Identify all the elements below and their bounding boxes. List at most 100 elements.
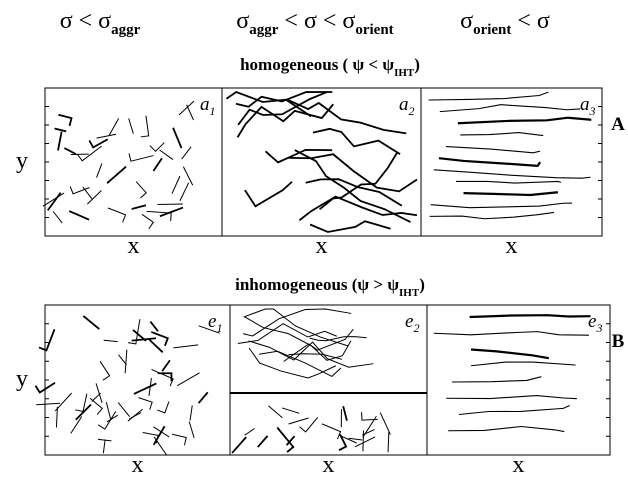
fiber [142,214,153,228]
fiber [446,147,540,153]
panel-letter: e [588,311,596,332]
fiber [306,179,402,206]
fiber [136,182,146,199]
subscript: orient [473,22,511,38]
fiber [149,340,162,353]
fiber [440,105,580,112]
fiber [153,158,162,171]
text: ) [414,55,420,74]
fiber [289,418,309,424]
condition: σorient < σ [460,8,550,38]
fiber [39,329,55,350]
x-axis-label: x [128,233,140,259]
figure: σ < σaggrσaggr < σ < σorientσorient < σh… [0,0,628,484]
fiber [430,212,554,218]
fiber [150,143,164,152]
text: homogeneous ( ψ < ψ [240,55,394,74]
fiber [118,355,126,365]
fiber [76,404,91,419]
fiber [172,176,180,194]
fiber [182,147,191,159]
fiber [36,403,60,404]
fiber [458,118,591,124]
fiber [58,115,71,126]
panel-letter: a [399,94,409,115]
frame [45,88,602,236]
panel-index: 2 [409,104,415,118]
text: inhomogeneous (ψ > ψ [235,275,399,294]
fiber [75,394,87,412]
fiber [109,118,118,135]
panel-letter: a [200,94,210,115]
fiber [348,438,362,440]
subscript: orient [355,22,393,38]
text: σ [460,8,473,34]
fiber [199,392,208,403]
panel-index: 1 [210,104,216,118]
fiber [189,422,194,438]
text: < σ < σ [278,8,355,34]
fiber [320,153,397,209]
fiber [55,129,67,132]
fiber [183,167,192,185]
panel-index: 2 [413,321,419,335]
fiber [64,148,76,154]
fiber [471,362,575,366]
fiber [162,360,170,371]
fiber [107,167,126,184]
fiber [288,100,406,133]
fiber [77,146,101,161]
panel-label: a1 [200,94,216,118]
fiber [157,204,182,205]
fiber [100,361,110,380]
x-axis-label: x [316,233,328,259]
panel-index: 3 [589,104,596,118]
fiber [125,350,127,374]
fiber [258,436,268,447]
fiber [180,183,189,201]
fiber [134,383,156,394]
text: σ [236,8,249,34]
fiber [129,413,141,419]
fiber [249,348,336,378]
fiber [104,340,118,341]
fiber [157,401,169,412]
y-axis-label: y [16,148,28,174]
fiber [53,211,62,223]
row-title: homogeneous ( ψ < ψIHT) [240,55,420,79]
fiber [129,118,134,133]
fiber [70,186,89,193]
panel-label: e3 [588,311,602,335]
fiber [97,134,116,138]
fiber [439,158,540,166]
subscript: IHT [399,287,420,299]
fiber [456,181,561,183]
fiber [138,398,152,410]
fiber [83,316,99,329]
fiber [310,337,367,341]
fiber [173,345,198,348]
fiber [388,432,389,452]
fiber [282,408,299,413]
fiber [243,309,351,336]
fiber [446,396,577,399]
condition: σaggr < σ < σorient [236,8,393,38]
fiber [58,132,62,151]
fiber [132,205,146,209]
fiber [355,437,375,447]
fiber [238,104,334,137]
fiber [108,208,126,222]
x-axis-label: x [506,233,518,259]
fiber [322,424,341,439]
panel-letter: e [208,311,216,332]
fiber [343,406,347,420]
x-axis-label: x [323,452,335,478]
fiber [129,153,154,161]
fiber [448,426,564,431]
row-letter: B [612,331,625,352]
fiber [259,351,341,376]
fiber [150,322,158,332]
x-axis-label: x [132,452,144,478]
row-title: inhomogeneous (ψ > ψIHT) [235,275,425,299]
panel-label: e2 [405,311,419,335]
